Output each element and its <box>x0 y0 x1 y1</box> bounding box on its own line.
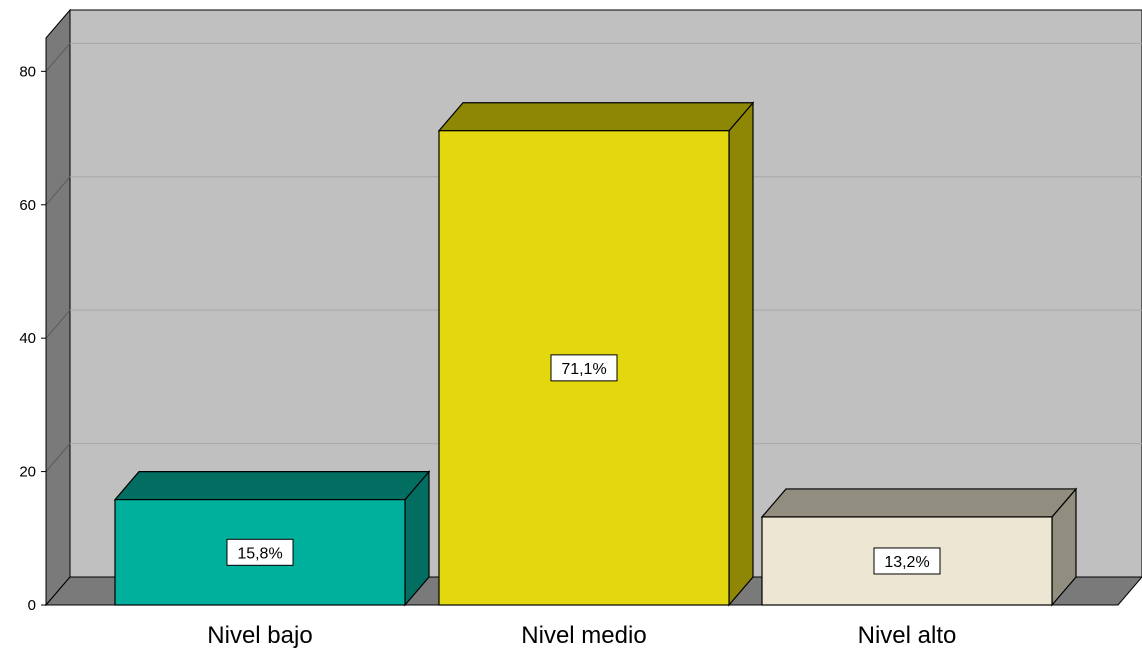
bar-top <box>113 471 431 501</box>
x-category-label: Nivel medio <box>521 622 646 648</box>
data-label: 71,1% <box>561 361 606 378</box>
data-label: 13,2% <box>884 554 929 571</box>
bar: 15,8% <box>113 469 431 607</box>
gridline-side <box>45 443 71 472</box>
y-tick-label: 40 <box>19 330 36 347</box>
gridline-side <box>45 309 71 339</box>
y-tick-label: 80 <box>19 63 36 80</box>
gridline-side <box>45 176 71 206</box>
data-label-box <box>226 538 294 566</box>
bar-top <box>437 102 755 132</box>
y-tick-label: 20 <box>19 464 36 481</box>
y-tick-label: 60 <box>19 197 36 214</box>
bar: 13,2% <box>760 487 1078 607</box>
y-tick-label: 0 <box>28 597 36 614</box>
bar-top <box>760 488 1078 518</box>
data-label-box <box>873 547 941 575</box>
data-label-box <box>550 354 618 382</box>
x-category-label: Nivel alto <box>858 622 957 648</box>
bar-side <box>728 101 754 607</box>
gridline-side <box>45 43 71 72</box>
bar: 71,1% <box>437 101 755 607</box>
chart-side-wall <box>45 8 71 607</box>
data-label: 15,8% <box>237 545 282 562</box>
x-category-label: Nivel bajo <box>207 622 312 648</box>
